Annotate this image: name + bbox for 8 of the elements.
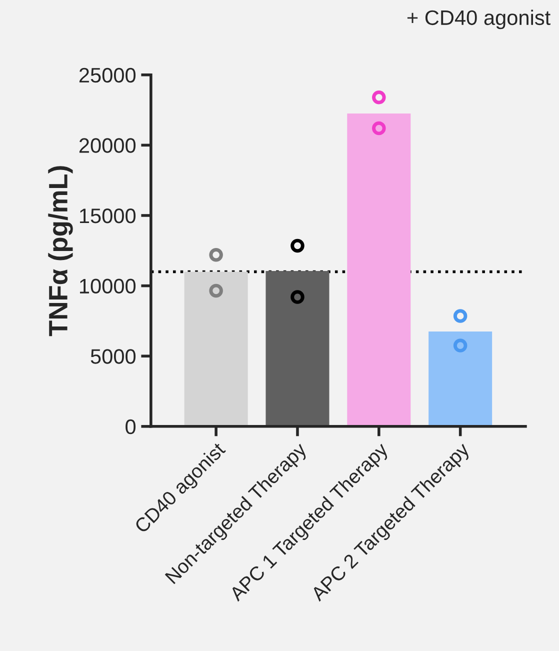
y-tick-label: 15000 xyxy=(80,208,136,224)
y-tick-label: 20000 xyxy=(79,138,136,153)
y-tick-label: 5000 xyxy=(90,349,136,364)
y-tick-label: 0 xyxy=(126,419,136,434)
y-axis-title: TNFα (pg/mL) xyxy=(48,166,73,336)
y-tick-label: 10000 xyxy=(80,278,136,294)
text: + CD40 agonist xyxy=(407,10,550,30)
y-tick-label: 25000 xyxy=(79,68,136,83)
